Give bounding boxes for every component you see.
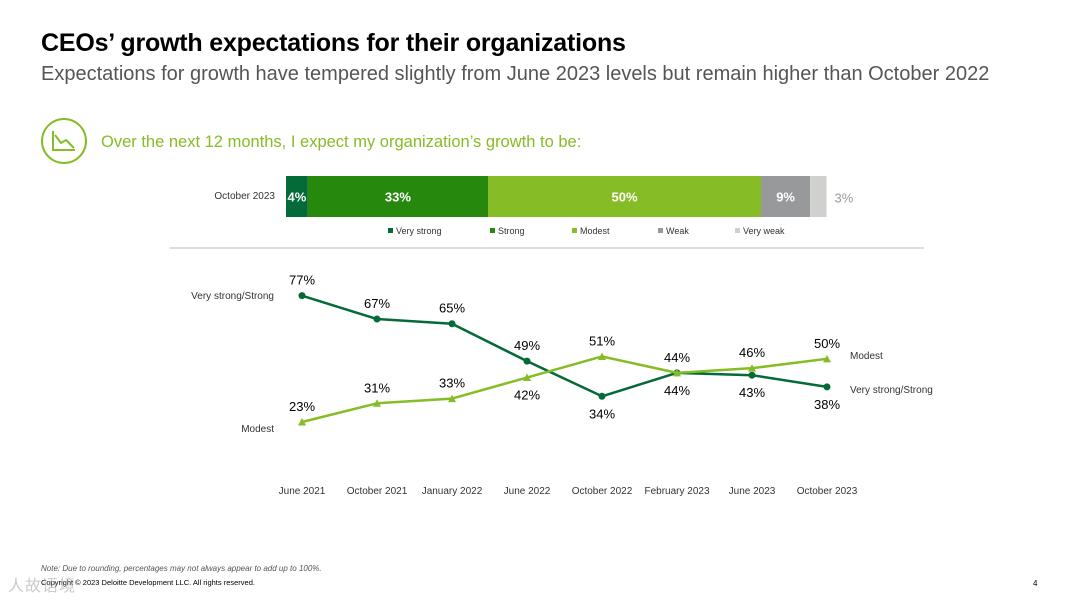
data-point-modest — [448, 394, 456, 403]
series-line-modest — [301, 355, 828, 424]
x-tick-label: June 2022 — [504, 486, 551, 497]
survey-question: Over the next 12 months, I expect my org… — [101, 133, 582, 151]
bar-segment-very-strong — [286, 176, 308, 217]
bar-label-very-weak: 3% — [835, 191, 854, 206]
x-tick-label: October 2022 — [572, 486, 633, 497]
x-tick-label: June 2021 — [279, 486, 326, 497]
series-name-right-very-strong-strong: Very strong/Strong — [850, 385, 933, 396]
growth-expectations-chart: October 2023 4% 33% 50% 9% 3% Very strong Stron… — [170, 176, 933, 497]
data-point-very-strong-strong — [598, 392, 606, 400]
x-tick-label: February 2023 — [644, 486, 709, 497]
legend-swatch-very-strong — [388, 228, 393, 233]
bar-segment-strong — [307, 176, 489, 217]
data-label-modest: 46% — [739, 345, 765, 360]
legend-label-very-strong: Very strong — [396, 226, 442, 236]
series-name-left-very-strong-strong: Very strong/Strong — [191, 291, 274, 302]
data-label-modest: 23% — [289, 399, 315, 414]
data-label-very-strong-strong: 38% — [814, 397, 840, 412]
legend-label-weak: Weak — [666, 226, 689, 236]
data-label-modest: 33% — [439, 376, 465, 391]
series-name-right-modest: Modest — [850, 351, 883, 362]
declining-line-chart-icon — [41, 118, 87, 164]
bar-segment-modest — [488, 176, 762, 217]
data-label-modest: 31% — [364, 380, 390, 395]
legend-label-very-weak: Very weak — [743, 226, 785, 236]
data-label-very-strong-strong: 67% — [364, 296, 390, 311]
page-subtitle: Expectations for growth have tempered sl… — [41, 63, 990, 85]
legend-swatch-very-weak — [735, 228, 740, 233]
legend-swatch-weak — [658, 228, 663, 233]
data-point-modest — [373, 399, 381, 407]
data-point-very-strong-strong — [448, 320, 456, 328]
series-line-very-strong-strong — [301, 294, 828, 398]
data-point-modest — [823, 354, 831, 363]
data-label-very-strong-strong: 65% — [439, 301, 465, 316]
x-tick-label: October 2021 — [347, 486, 408, 497]
watermark: 人故语境 — [8, 578, 77, 595]
data-point-very-strong-strong — [523, 357, 531, 365]
legend-swatch-modest — [572, 228, 577, 233]
data-point-very-strong-strong — [823, 383, 831, 391]
data-label-very-strong-strong: 49% — [514, 338, 540, 353]
footnote: Note: Due to rounding, percentages may n… — [41, 564, 322, 573]
legend-label-strong: Strong — [498, 226, 525, 236]
bar-segment-weak — [761, 176, 811, 217]
data-point-very-strong-strong — [373, 315, 381, 323]
x-tick-label: June 2023 — [729, 486, 776, 497]
data-label-modest: 51% — [589, 333, 615, 348]
data-label-modest: 44% — [664, 350, 690, 365]
x-tick-label: October 2023 — [797, 486, 858, 497]
legend-swatch-strong — [490, 228, 495, 233]
page-title: CEOs’ growth expectations for their orga… — [41, 29, 626, 57]
data-point-modest — [748, 364, 756, 372]
data-point-very-strong-strong — [748, 371, 756, 379]
bar-category-label: October 2023 — [214, 191, 275, 202]
bar-label-weak: 9% — [776, 190, 795, 205]
data-label-modest: 50% — [814, 336, 840, 351]
data-point-modest — [673, 368, 681, 377]
data-point-modest — [298, 418, 306, 426]
data-label-very-strong-strong: 77% — [289, 273, 315, 288]
series-name-left-modest: Modest — [241, 424, 274, 435]
page-number: 4 — [1033, 579, 1038, 588]
data-label-modest: 42% — [514, 388, 540, 403]
data-point-modest — [598, 352, 606, 360]
x-tick-label: January 2022 — [422, 486, 483, 497]
bar-segment-very-weak — [810, 176, 827, 217]
data-label-very-strong-strong: 34% — [589, 406, 615, 421]
data-point-very-strong-strong — [298, 292, 306, 300]
legend-label-modest: Modest — [580, 226, 610, 236]
data-point-modest — [523, 373, 531, 382]
bar-label-very-strong: 4% — [288, 190, 307, 205]
copyright: Copyright © 2023 Deloitte Development LL… — [41, 578, 255, 587]
data-label-very-strong-strong: 44% — [664, 383, 690, 398]
bar-label-strong: 33% — [385, 190, 411, 205]
bar-label-modest: 50% — [612, 190, 638, 205]
data-label-very-strong-strong: 43% — [739, 385, 765, 400]
